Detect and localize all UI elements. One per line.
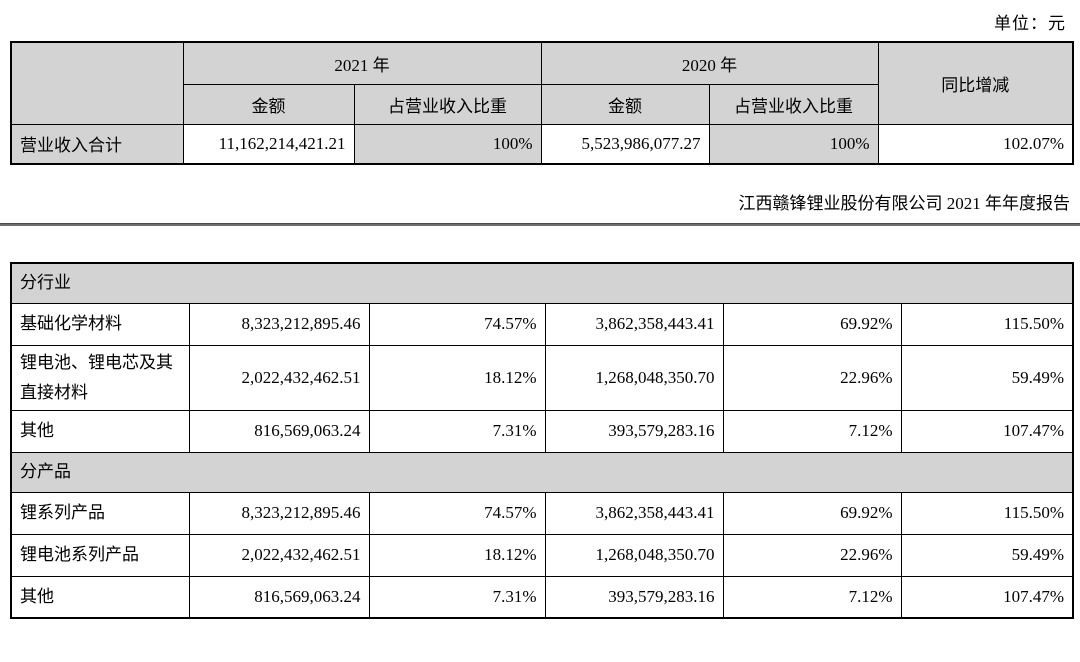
table-row: 其他 816,569,063.24 7.31% 393,579,283.16 7… <box>10 409 1074 453</box>
table-row: 其他 816,569,063.24 7.31% 393,579,283.16 7… <box>10 575 1074 619</box>
amount-2021: 8,323,212,895.46 <box>188 302 370 346</box>
summary-header-proportion-2020: 占营业收入比重 <box>708 83 879 125</box>
yoy: 115.50% <box>900 491 1074 535</box>
pct-2020: 7.12% <box>722 409 902 453</box>
pct-2020: 7.12% <box>722 575 902 619</box>
section-header-row: 分行业 <box>10 262 1074 304</box>
pct-2021: 7.31% <box>368 575 546 619</box>
pct-2020: 22.96% <box>722 533 902 577</box>
summary-corner-cell <box>10 41 184 125</box>
amount-2020: 1,268,048,350.70 <box>544 344 724 411</box>
report-title: 江西赣锋锂业股份有限公司 2021 年年度报告 <box>738 194 1071 213</box>
yoy: 59.49% <box>900 533 1074 577</box>
yoy: 115.50% <box>900 302 1074 346</box>
yoy: 107.47% <box>900 575 1074 619</box>
amount-2021: 2,022,432,462.51 <box>188 533 370 577</box>
revenue-summary-table: 2021 年 2020 年 同比增减 金额 占营业收入比重 金额 占营业收入比重… <box>10 41 1074 165</box>
summary-amount-2020: 5,523,986,077.27 <box>540 123 710 165</box>
pct-2021: 74.57% <box>368 302 546 346</box>
amount-2020: 3,862,358,443.41 <box>544 491 724 535</box>
pct-2021: 74.57% <box>368 491 546 535</box>
revenue-breakdown-table: 分行业 基础化学材料 8,323,212,895.46 74.57% 3,862… <box>10 262 1074 619</box>
summary-header-yoy: 同比增减 <box>877 41 1074 125</box>
summary-header-amount-2021: 金额 <box>182 83 355 125</box>
amount-2021: 8,323,212,895.46 <box>188 491 370 535</box>
amount-2021: 816,569,063.24 <box>188 575 370 619</box>
table-row: 锂电池系列产品 2,022,432,462.51 18.12% 1,268,04… <box>10 533 1074 577</box>
row-label: 其他 <box>10 575 190 619</box>
row-label: 其他 <box>10 409 190 453</box>
summary-pct-2021: 100% <box>353 123 542 165</box>
table-row: 基础化学材料 8,323,212,895.46 74.57% 3,862,358… <box>10 302 1074 346</box>
pct-2021: 18.12% <box>368 344 546 411</box>
row-label: 基础化学材料 <box>10 302 190 346</box>
table-row: 锂系列产品 8,323,212,895.46 74.57% 3,862,358,… <box>10 491 1074 535</box>
pct-2020: 22.96% <box>722 344 902 411</box>
unit-label: 单位：元 <box>994 14 1066 33</box>
page-divider-rule <box>0 223 1080 226</box>
summary-row-label: 营业收入合计 <box>10 123 184 165</box>
pct-2021: 7.31% <box>368 409 546 453</box>
summary-amount-2021: 11,162,214,421.21 <box>182 123 355 165</box>
section-title-by-product: 分产品 <box>10 451 1074 493</box>
yoy: 59.49% <box>900 344 1074 411</box>
amount-2020: 1,268,048,350.70 <box>544 533 724 577</box>
summary-header-amount-2020: 金额 <box>540 83 710 125</box>
pct-2021: 18.12% <box>368 533 546 577</box>
table-row: 营业收入合计 11,162,214,421.21 100% 5,523,986,… <box>10 123 1074 165</box>
amount-2021: 2,022,432,462.51 <box>188 344 370 411</box>
pct-2020: 69.92% <box>722 491 902 535</box>
row-label: 锂电池系列产品 <box>10 533 190 577</box>
summary-header-year-2020: 2020 年 <box>540 41 879 85</box>
row-label: 锂电池、锂电芯及其直接材料 <box>10 344 190 411</box>
amount-2020: 393,579,283.16 <box>544 575 724 619</box>
summary-header-proportion-2021: 占营业收入比重 <box>353 83 542 125</box>
summary-pct-2020: 100% <box>708 123 879 165</box>
summary-yoy: 102.07% <box>877 123 1074 165</box>
section-header-row: 分产品 <box>10 451 1074 493</box>
amount-2020: 393,579,283.16 <box>544 409 724 453</box>
section-title-by-industry: 分行业 <box>10 262 1074 304</box>
summary-header-year-2021: 2021 年 <box>182 41 542 85</box>
table-row: 锂电池、锂电芯及其直接材料 2,022,432,462.51 18.12% 1,… <box>10 344 1074 411</box>
pct-2020: 69.92% <box>722 302 902 346</box>
amount-2021: 816,569,063.24 <box>188 409 370 453</box>
row-label: 锂系列产品 <box>10 491 190 535</box>
yoy: 107.47% <box>900 409 1074 453</box>
amount-2020: 3,862,358,443.41 <box>544 302 724 346</box>
